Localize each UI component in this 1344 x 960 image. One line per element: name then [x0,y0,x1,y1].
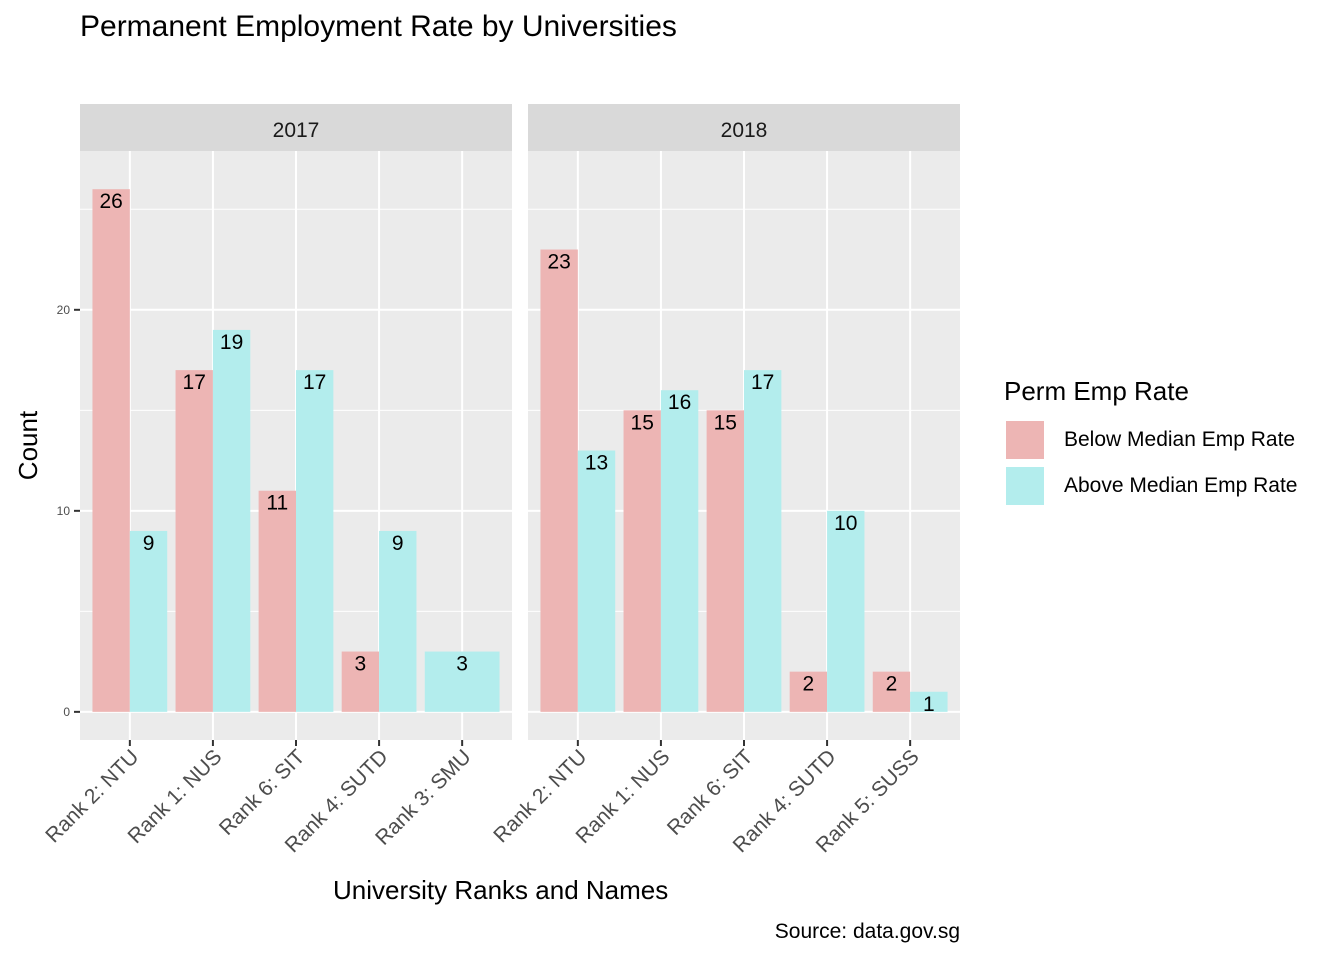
bar-2018-below [623,410,661,712]
data-label: 19 [220,331,243,354]
data-label: 11 [266,492,288,515]
data-label: 26 [99,190,122,213]
bar-2018-above [827,510,865,712]
bar-2018-above [577,450,616,712]
data-label: 10 [834,512,857,535]
legend-key-below [1004,419,1046,461]
bar-2017-above [379,530,417,712]
data-label: 15 [714,411,737,434]
bar-2018-above [660,390,699,712]
data-label: 3 [456,653,468,676]
bar-2017-above [296,370,334,712]
bar-2018-below [540,249,578,712]
y-tick-label: 20 [57,303,71,317]
bar-2017-above [212,329,251,712]
bar-2017-above [424,651,500,712]
bar-2017-below [258,490,296,712]
data-label: 17 [183,371,206,394]
data-label: 9 [392,532,404,555]
bar-2018-above [910,691,948,712]
facet-label-2018: 2018 [721,119,768,142]
chart-caption: Source: data.gov.sg [774,920,960,943]
data-label: 17 [751,371,774,394]
facet-label-2017: 2017 [273,119,320,142]
bar-2017-below [341,651,380,712]
x-axis-title: University Ranks and Names [333,875,669,905]
data-label: 1 [923,693,935,716]
bar-2017-below [92,189,130,712]
legend-key-above [1004,465,1046,507]
data-label: 2 [803,673,815,696]
legend-title: Perm Emp Rate [1004,376,1189,406]
data-label: 13 [585,452,608,475]
facet-strip-2018 [528,104,960,151]
data-label: 2 [886,673,898,696]
y-axis-title: Count [13,410,43,480]
bar-2017-below [175,370,213,712]
y-tick-label: 10 [57,504,71,518]
legend: Perm Emp Rate Below Median Emp Rate Abov… [1004,376,1297,509]
facet-strip-2017 [80,104,512,151]
bar-2018-above [744,370,782,712]
legend-item-below: Below Median Emp Rate [1004,417,1297,463]
bar-2018-below [872,671,911,712]
data-label: 15 [631,411,654,434]
bar-2018-below [706,410,744,712]
data-label: 23 [547,251,570,274]
data-label: 9 [143,532,155,555]
chart-title: Permanent Employment Rate by Universitie… [80,10,677,43]
legend-item-above: Above Median Emp Rate [1004,463,1297,509]
legend-label-below: Below Median Emp Rate [1064,428,1296,451]
legend-label-above: Above Median Emp Rate [1064,474,1298,497]
data-label: 3 [355,653,367,676]
data-label: 17 [303,371,326,394]
bar-2017-above [129,530,168,712]
bar-2018-below [789,671,828,712]
y-tick-label: 0 [63,705,70,719]
data-label: 16 [668,391,691,414]
